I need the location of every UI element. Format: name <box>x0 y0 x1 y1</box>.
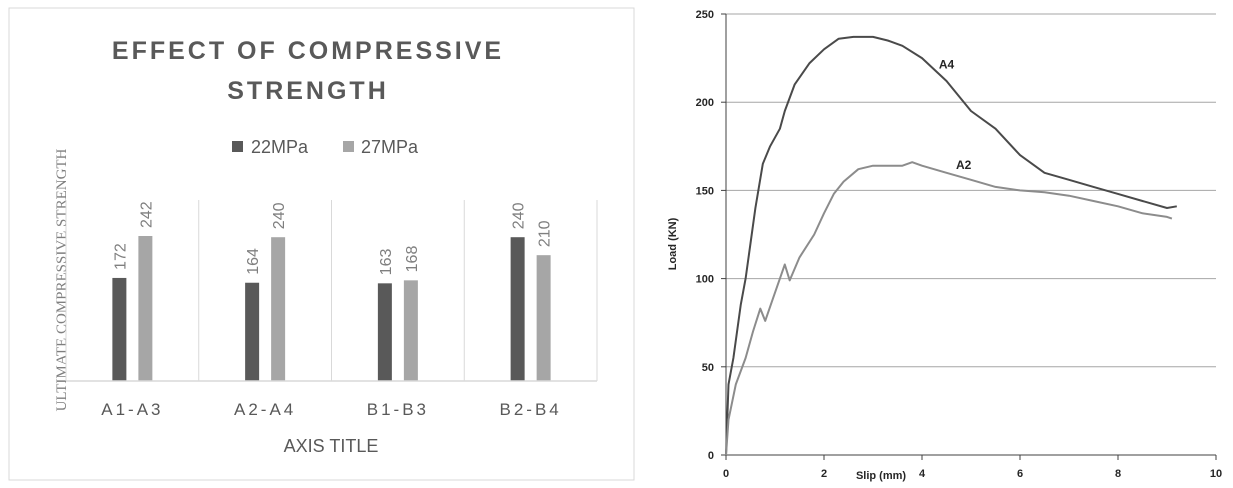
y-tick-label: 200 <box>696 97 714 109</box>
bar-27mpa-b1-b3 <box>403 280 418 381</box>
bar-22mpa-b1-b3 <box>377 283 392 381</box>
legend-swatch-22mpa <box>232 141 243 152</box>
data-label: 164 <box>245 248 262 275</box>
legend-label-22mpa: 22MPa <box>251 137 309 157</box>
data-label: 163 <box>378 249 395 276</box>
series-label-a4: A4 <box>939 58 955 72</box>
x-tick-label: 2 <box>821 468 827 480</box>
bar-category-label: A2-A4 <box>234 400 296 419</box>
line-chart-x-axis-title: Slip (mm) <box>856 470 906 482</box>
bar-22mpa-a2-a4 <box>245 282 260 381</box>
data-label: 240 <box>511 202 528 229</box>
series-label-a2: A2 <box>956 158 972 172</box>
bar-27mpa-a1-a3 <box>138 236 153 381</box>
data-label: 168 <box>404 246 421 273</box>
bar-chart-title-line-2: STRENGTH <box>227 77 389 105</box>
series-line-a2 <box>725 161 1173 456</box>
bar-chart-legend: 22MPa 27MPa <box>232 137 419 157</box>
bar-category-label: A1-A3 <box>101 400 163 419</box>
bar-category-label: B1-B3 <box>367 400 429 419</box>
series-line-a4 <box>725 35 1177 456</box>
bar-22mpa-a1-a3 <box>112 277 127 381</box>
legend-label-27mpa: 27MPa <box>361 137 419 157</box>
bar-27mpa-b2-b4 <box>536 255 551 381</box>
bar-category-label: B2-B4 <box>500 400 562 419</box>
data-label: 242 <box>138 201 155 228</box>
bar-22mpa-b2-b4 <box>510 237 525 381</box>
bar-chart: EFFECT OF COMPRESSIVE STRENGTH 22MPa 27M… <box>8 7 635 481</box>
x-tick-label: 6 <box>1017 468 1023 480</box>
y-tick-label: 150 <box>696 185 714 197</box>
bar-27mpa-a2-a4 <box>271 237 286 381</box>
bar-chart-y-axis-title: ULTIMATE COMPRESSIVE STRENGTH <box>54 148 70 411</box>
bar-chart-x-axis-title: AXIS TITLE <box>284 436 379 456</box>
bar-chart-frame <box>8 7 635 481</box>
line-plot-area: 0 50 100 150 200 250 0 2 4 6 8 10 A4 A2 <box>696 9 1222 480</box>
x-tick-label: 10 <box>1210 468 1222 480</box>
y-tick-label: 0 <box>708 450 714 462</box>
data-label: 240 <box>271 202 288 229</box>
bar-chart-title-line-1: EFFECT OF COMPRESSIVE <box>112 37 504 65</box>
data-label: 210 <box>537 220 554 247</box>
y-tick-label: 50 <box>702 362 714 374</box>
y-tick-label: 250 <box>696 9 714 21</box>
legend-swatch-27mpa <box>343 141 354 152</box>
x-tick-label: 0 <box>723 468 729 480</box>
x-tick-label: 8 <box>1115 468 1121 480</box>
line-chart: 0 50 100 150 200 250 0 2 4 6 8 10 A4 A2 Load (KN) Sli… <box>667 9 1222 482</box>
data-label: 172 <box>112 243 129 270</box>
bar-plot-area: 172 242 A1-A3 164 240 A2-A4 163 168 B1-B3 240 210 B… <box>65 200 598 419</box>
y-tick-label: 100 <box>696 274 714 286</box>
line-chart-y-axis-title: Load (KN) <box>667 217 679 270</box>
x-tick-label: 4 <box>919 468 926 480</box>
